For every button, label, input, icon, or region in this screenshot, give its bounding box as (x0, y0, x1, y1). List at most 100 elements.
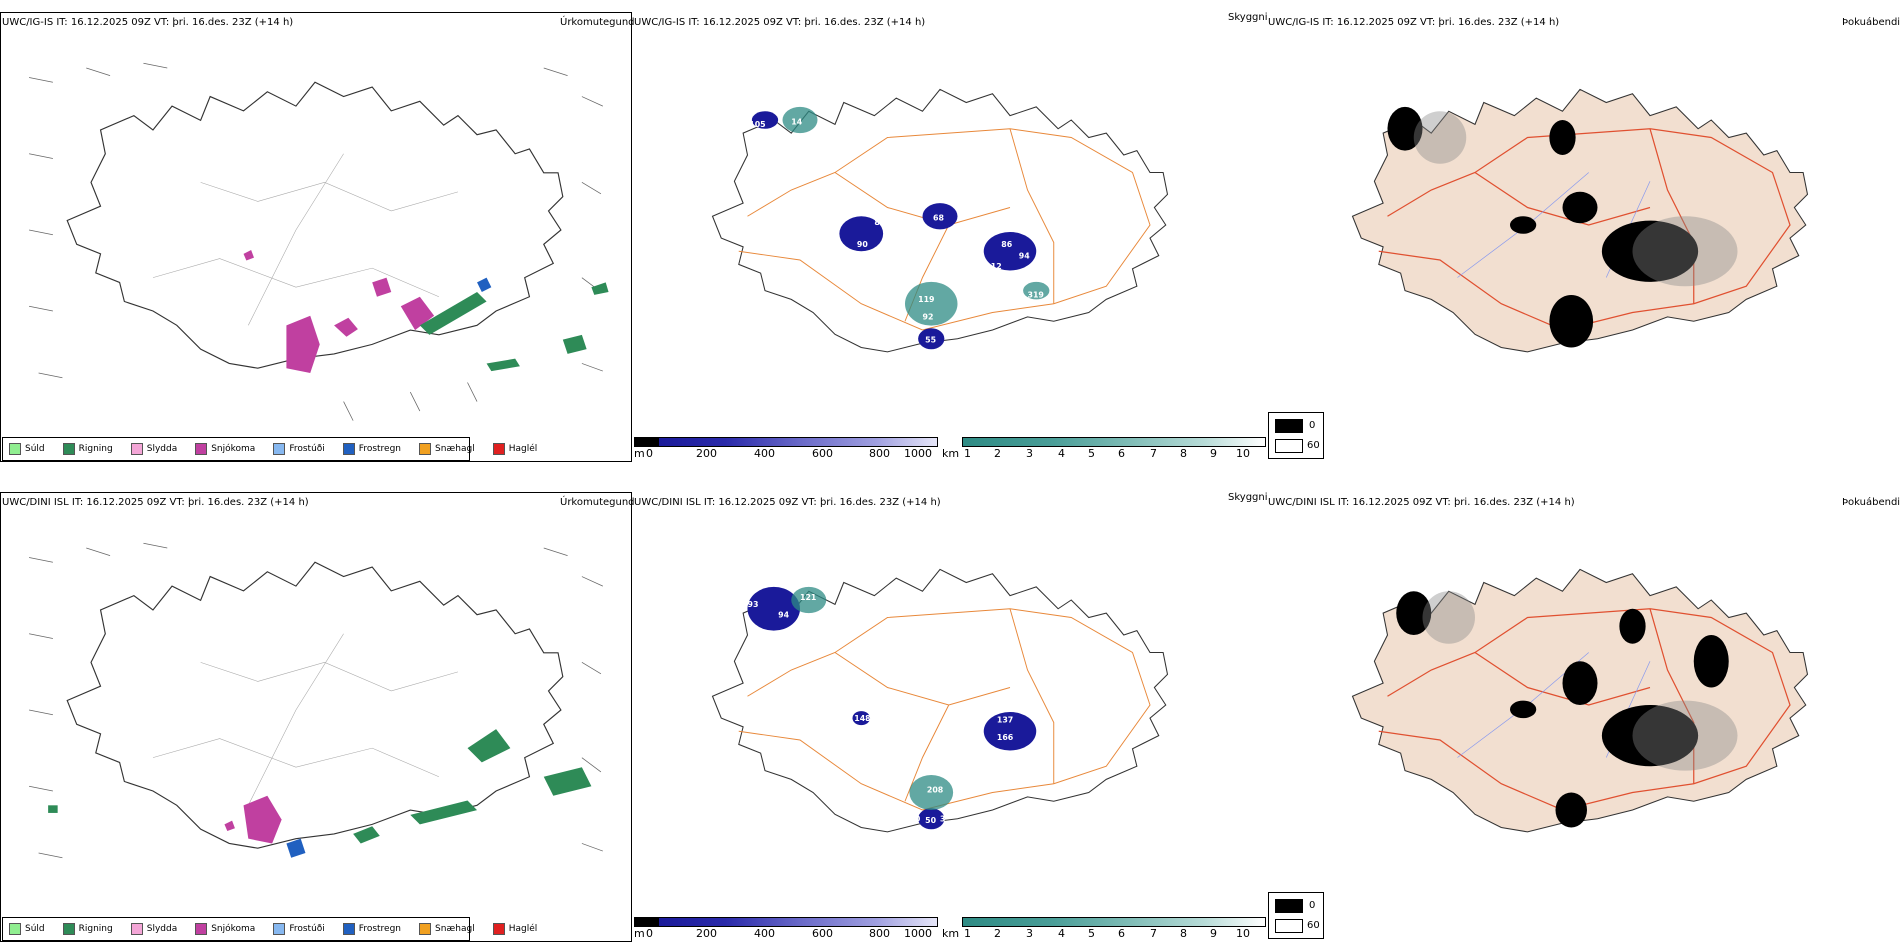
cloud-value: 319 (1028, 291, 1044, 300)
precip-map (28, 62, 609, 421)
ceiling-tick: 200 (696, 927, 717, 940)
cloud-value: 81 (874, 218, 885, 227)
cloud-value: 50 (925, 816, 936, 825)
legend-item: Rigning (62, 443, 113, 455)
cloud-value: 90 (857, 240, 868, 249)
ceiling-tick: 800 (869, 927, 890, 940)
visibility-unit: km (942, 927, 960, 940)
vis-tick: 6 (1118, 447, 1125, 460)
vis-tick: 9 (1210, 927, 1217, 940)
cloud-map: 193 93 121 94 14 148 137 166 208 10 50 3 (711, 568, 1169, 833)
vis-tick: 2 (994, 447, 1001, 460)
legend-item: Snjókoma (195, 443, 255, 455)
cloud-value: 14 (791, 117, 802, 126)
fog-title: Þokuábendi (1842, 497, 1900, 508)
legend-item: Haglél (492, 443, 537, 455)
legend-item: Snæhagl (419, 443, 475, 455)
ceiling-tick: 1000 (904, 447, 932, 460)
legend-item: Frostregn (342, 443, 401, 455)
ceiling-tick: 0 (646, 447, 653, 460)
ceiling-tick: 1000 (904, 927, 932, 940)
vis-tick: 2 (994, 927, 1001, 940)
ceiling-unit: m (634, 927, 645, 940)
vis-tick: 4 (1058, 447, 1065, 460)
precip-title: Úrkomutegund (560, 17, 635, 28)
vis-tick: 1 (964, 447, 971, 460)
vis-tick: 7 (1150, 447, 1157, 460)
vis-tick: 10 (1236, 447, 1250, 460)
ceiling-colorbar (634, 437, 938, 447)
cloud-value: 137 (997, 716, 1013, 725)
ceiling-tick: 400 (754, 927, 775, 940)
vis-tick: 6 (1118, 927, 1125, 940)
precip-header: UWC/IG-IS IT: 16.12.2025 09Z VT: þri. 16… (2, 17, 294, 28)
cloud-value: 193 (791, 571, 807, 580)
legend-item: Snjókoma (195, 923, 255, 935)
visibility-colorbar (962, 437, 1266, 447)
cloud-value: 121 (800, 593, 816, 602)
cloud-value: 16 (765, 96, 776, 105)
legend-item: Frostúði (273, 443, 325, 455)
cloud-value: 208 (927, 786, 943, 795)
precip-header: UWC/DINI ISL IT: 16.12.2025 09Z VT: þri.… (2, 497, 309, 508)
cloud-value: 93 (748, 600, 759, 609)
vis-tick: 8 (1180, 927, 1187, 940)
cloud-title: Skyggni (1228, 12, 1268, 23)
vis-tick: 5 (1088, 447, 1095, 460)
cloud-header: UWC/DINI ISL IT: 16.12.2025 09Z VT: þri.… (634, 497, 941, 508)
cloud-value: 94 (778, 611, 789, 620)
cloud-value: 77 (783, 135, 794, 144)
ceiling-tick: 600 (812, 447, 833, 460)
fog-legend: 0 60 (1268, 892, 1324, 939)
ceiling-tick: 0 (646, 927, 653, 940)
precip-title: Úrkomutegund (560, 497, 635, 508)
ceiling-tick: 800 (869, 447, 890, 460)
visibility-unit: km (942, 447, 960, 460)
cloud-header: UWC/IG-IS IT: 16.12.2025 09Z VT: þri. 16… (634, 17, 926, 28)
ceiling-tick: 400 (754, 447, 775, 460)
legend-item: Súld (9, 923, 45, 935)
cloud-value: 12 (991, 262, 1002, 271)
fog-map (1351, 568, 1809, 833)
precip-legend: Súld Rigning Slydda Snjókoma Frostúði Fr… (2, 917, 537, 941)
cloud-value: 148 (854, 714, 870, 723)
vis-tick: 5 (1088, 927, 1095, 940)
legend-item: Snæhagl (419, 923, 475, 935)
vis-tick: 3 (1026, 927, 1033, 940)
cloud-value: 68 (933, 214, 944, 223)
fog-title: Þokuábendi (1842, 17, 1900, 28)
cloud-value: 166 (997, 733, 1014, 742)
cloud-value: 92 (923, 313, 934, 322)
visibility-colorbar (962, 917, 1266, 927)
cloud-value: 3 (940, 814, 945, 823)
fog-legend: 0 60 (1268, 412, 1324, 459)
vis-tick: 8 (1180, 447, 1187, 460)
cloud-map: 16 105 14 77 81 68 90 86 94 12 138 119 3… (711, 88, 1169, 353)
precip-panel-frame (0, 492, 632, 942)
fog-header: UWC/DINI ISL IT: 16.12.2025 09Z VT: þri.… (1268, 497, 1575, 508)
vis-tick: 4 (1058, 927, 1065, 940)
legend-item: Frostúði (273, 923, 325, 935)
precip-panel-frame (0, 12, 632, 462)
cloud-value: 138 (1028, 269, 1044, 278)
ceiling-unit: m (634, 447, 645, 460)
fog-map (1351, 88, 1809, 353)
precip-map (28, 542, 604, 859)
cloud-value: 55 (925, 335, 936, 344)
vis-tick: 1 (964, 927, 971, 940)
legend-item: Slydda (130, 923, 177, 935)
cloud-value: 10 (909, 814, 920, 823)
legend-item: Slydda (130, 443, 177, 455)
fog-header: UWC/IG-IS IT: 16.12.2025 09Z VT: þri. 16… (1268, 17, 1560, 28)
cloud-value: 38 (971, 301, 982, 310)
cloud-value: 14 (905, 685, 916, 694)
legend-item: Haglél (492, 923, 537, 935)
cloud-value: 86 (1001, 240, 1012, 249)
ceiling-tick: 600 (812, 927, 833, 940)
cloud-title: Skyggni (1228, 492, 1268, 503)
vis-tick: 3 (1026, 447, 1033, 460)
ceiling-colorbar (634, 917, 938, 927)
legend-item: Frostregn (342, 923, 401, 935)
vis-tick: 7 (1150, 927, 1157, 940)
ceiling-tick: 200 (696, 447, 717, 460)
